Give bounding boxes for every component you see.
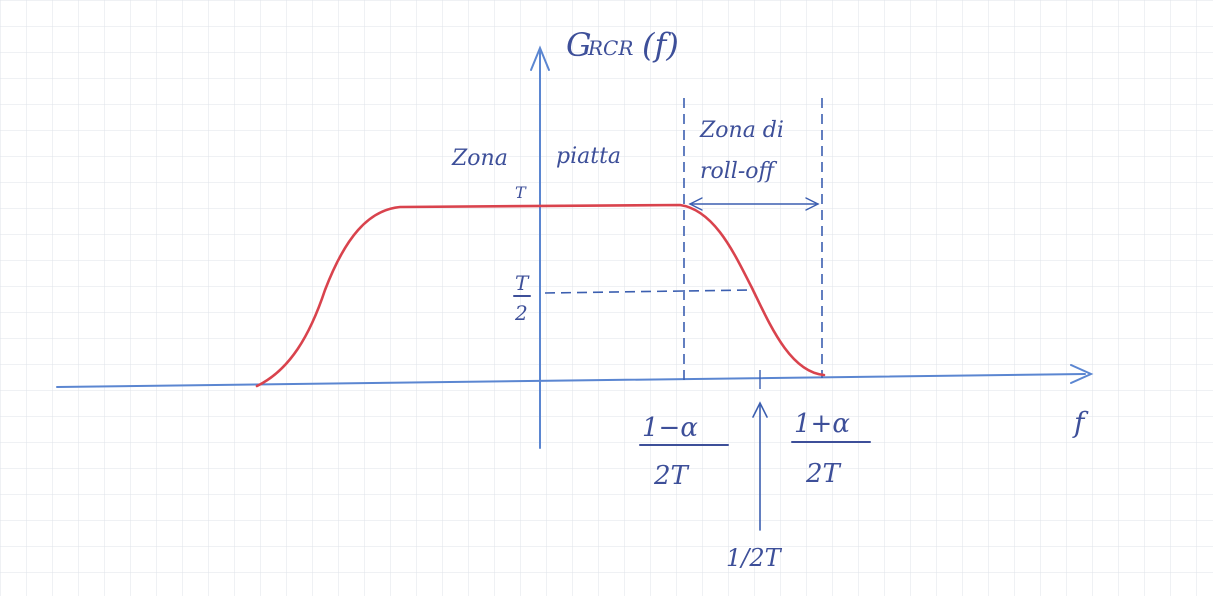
- half-frequency-pointer: [752, 401, 768, 531]
- tick-right-numerator: 1+α: [794, 409, 850, 439]
- x-axis-line: [56, 373, 1086, 388]
- title-argument: (f): [642, 26, 679, 64]
- fraction-bars: [513, 295, 871, 446]
- rolloff-zone-label-1: Zona di: [699, 118, 784, 143]
- tick-left-denominator: 2T: [653, 461, 690, 491]
- x-axis-arrowhead: [1070, 364, 1094, 384]
- tick-mid-label: 1/2T: [726, 544, 783, 572]
- raised-cosine-curve: [255, 203, 826, 388]
- half-frequency-pointer-head: [752, 401, 768, 418]
- rolloff-zone-label-2: roll-off: [700, 159, 778, 184]
- half-level-denominator: 2: [514, 301, 528, 325]
- flat-zone-label-2: piatta: [556, 144, 621, 169]
- tick-left-numerator: 1−α: [642, 413, 698, 443]
- y-axis-arrowhead: [530, 45, 550, 71]
- rolloff-width-arrow: [688, 197, 820, 211]
- half-level-numerator: T: [515, 271, 530, 295]
- half-level-dashed-line: [544, 289, 753, 294]
- level-T-label: T: [515, 183, 527, 202]
- title-main: G: [566, 26, 592, 64]
- zone-boundaries: [544, 98, 823, 385]
- rolloff-arrow-right-head: [805, 197, 820, 211]
- title-subscript: RCR: [587, 36, 633, 60]
- flat-zone-label-1: Zona: [451, 146, 508, 171]
- labels: G RCR (f) Zona piatta Zona di roll-off T…: [451, 26, 1089, 572]
- axes: [56, 45, 1094, 449]
- tick-right-denominator: 2T: [805, 459, 842, 489]
- rolloff-arrow-left-head: [688, 197, 703, 211]
